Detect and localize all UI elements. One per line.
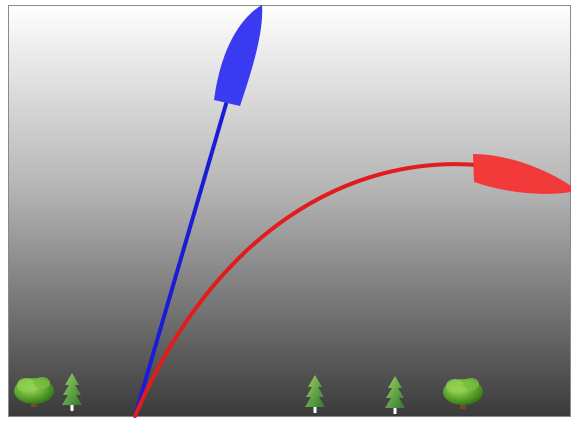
- conifer-tree-icon: [305, 375, 325, 413]
- conifer-tree-icon: [62, 373, 82, 411]
- conifer-tree-icon: [385, 376, 405, 414]
- red-boat: [473, 154, 571, 194]
- round-deciduous-tree-icon: [443, 378, 483, 409]
- blue-boat: [214, 5, 263, 106]
- blue-trajectory: [133, 102, 228, 418]
- sky-background: [8, 5, 571, 417]
- red-trajectory: [133, 162, 480, 418]
- round-deciduous-tree-icon: [14, 377, 54, 407]
